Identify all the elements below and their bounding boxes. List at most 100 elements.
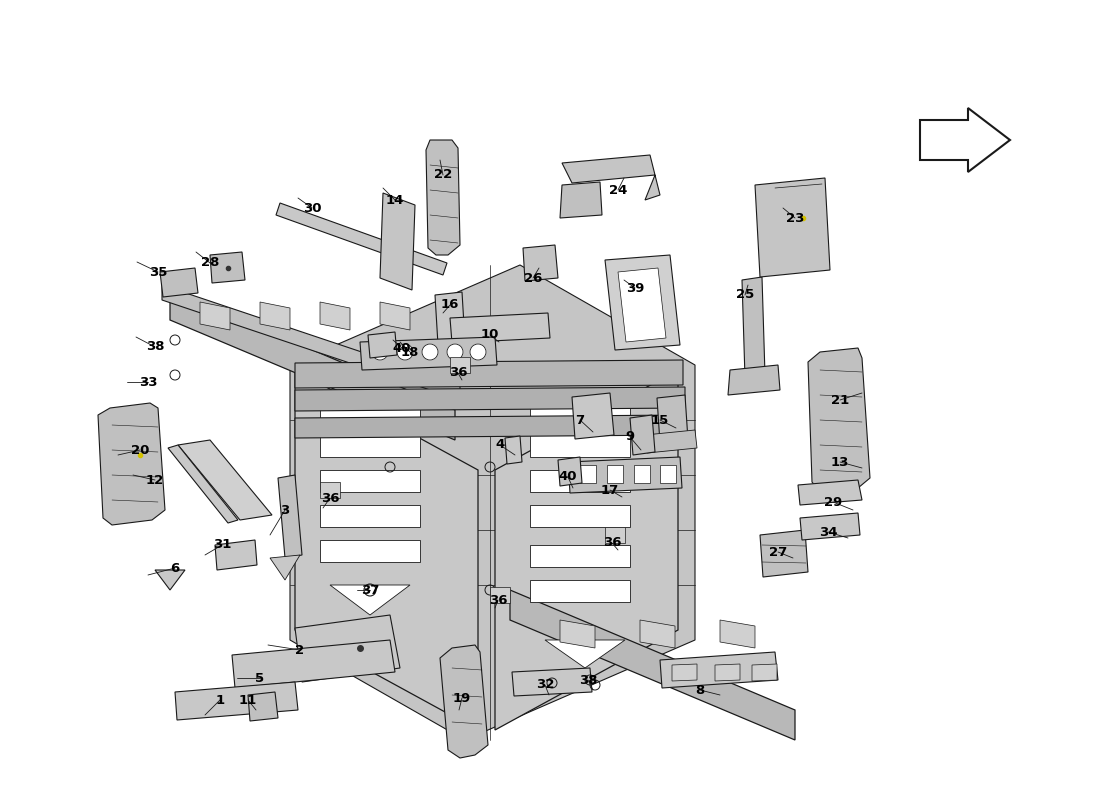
Polygon shape <box>752 664 777 681</box>
Polygon shape <box>290 265 695 740</box>
Text: 1: 1 <box>216 694 224 706</box>
Polygon shape <box>495 370 678 730</box>
Circle shape <box>422 344 438 360</box>
Text: 18: 18 <box>400 346 419 358</box>
Polygon shape <box>640 620 675 648</box>
Text: 6: 6 <box>170 562 179 574</box>
Polygon shape <box>605 255 680 350</box>
Polygon shape <box>568 457 682 493</box>
Polygon shape <box>320 435 420 457</box>
Polygon shape <box>572 393 614 439</box>
Text: 36: 36 <box>321 491 339 505</box>
Polygon shape <box>798 480 862 505</box>
Text: 28: 28 <box>201 257 219 270</box>
Text: 40: 40 <box>559 470 578 483</box>
Polygon shape <box>295 370 478 730</box>
Polygon shape <box>379 193 415 290</box>
Text: 16: 16 <box>441 298 459 311</box>
Text: 19: 19 <box>453 691 471 705</box>
Polygon shape <box>320 400 420 422</box>
Text: 35: 35 <box>148 266 167 278</box>
Text: 30: 30 <box>302 202 321 214</box>
Text: 23: 23 <box>785 211 804 225</box>
Text: 29: 29 <box>824 495 843 509</box>
Text: 7: 7 <box>575 414 584 426</box>
Polygon shape <box>440 645 488 758</box>
Text: 25: 25 <box>736 289 755 302</box>
Polygon shape <box>175 682 298 720</box>
Polygon shape <box>170 290 455 440</box>
Polygon shape <box>270 555 300 580</box>
Polygon shape <box>920 108 1010 172</box>
Text: 38: 38 <box>579 674 597 686</box>
Text: 36: 36 <box>603 537 622 550</box>
Polygon shape <box>720 620 755 648</box>
Polygon shape <box>295 387 685 411</box>
Polygon shape <box>755 178 830 277</box>
Bar <box>490 587 510 603</box>
Polygon shape <box>530 505 630 527</box>
Polygon shape <box>580 465 596 483</box>
Polygon shape <box>295 360 683 388</box>
Text: 12: 12 <box>146 474 164 486</box>
Polygon shape <box>330 585 410 615</box>
Polygon shape <box>214 540 257 570</box>
Text: 31: 31 <box>212 538 231 551</box>
Text: 26: 26 <box>524 271 542 285</box>
Polygon shape <box>544 640 625 668</box>
Polygon shape <box>560 182 602 218</box>
Polygon shape <box>618 268 666 342</box>
Polygon shape <box>530 580 630 602</box>
Polygon shape <box>278 475 303 558</box>
Text: 38: 38 <box>145 341 164 354</box>
Polygon shape <box>558 457 582 486</box>
Text: 32: 32 <box>536 678 554 691</box>
Polygon shape <box>522 245 558 281</box>
Text: 5: 5 <box>255 671 265 685</box>
Polygon shape <box>360 337 497 370</box>
Text: 21: 21 <box>830 394 849 406</box>
Polygon shape <box>368 332 397 358</box>
Text: 22: 22 <box>433 169 452 182</box>
Polygon shape <box>800 513 860 540</box>
Polygon shape <box>645 430 697 453</box>
Circle shape <box>470 344 486 360</box>
Bar <box>320 482 340 498</box>
Polygon shape <box>450 313 550 343</box>
Circle shape <box>372 344 388 360</box>
Polygon shape <box>295 615 400 682</box>
Bar <box>450 357 470 373</box>
Polygon shape <box>295 415 685 438</box>
Polygon shape <box>260 302 290 330</box>
Text: 10: 10 <box>481 329 499 342</box>
Polygon shape <box>607 465 623 483</box>
Polygon shape <box>672 664 697 681</box>
Polygon shape <box>320 302 350 330</box>
Polygon shape <box>562 155 660 200</box>
Polygon shape <box>660 652 778 688</box>
Polygon shape <box>168 445 238 523</box>
Polygon shape <box>634 465 650 483</box>
Polygon shape <box>808 348 870 492</box>
Polygon shape <box>512 668 592 696</box>
Text: 13: 13 <box>830 455 849 469</box>
Polygon shape <box>630 415 654 455</box>
Text: 40: 40 <box>393 342 411 354</box>
Polygon shape <box>728 365 780 395</box>
Text: 24: 24 <box>608 183 627 197</box>
Text: 4: 4 <box>495 438 505 451</box>
Polygon shape <box>178 440 272 520</box>
Polygon shape <box>715 664 740 681</box>
Text: 37: 37 <box>361 583 379 597</box>
Text: 33: 33 <box>139 375 157 389</box>
Text: 8: 8 <box>695 683 705 697</box>
Polygon shape <box>530 470 630 492</box>
Polygon shape <box>560 620 595 648</box>
Polygon shape <box>320 470 420 492</box>
Polygon shape <box>505 436 522 464</box>
Text: 9: 9 <box>626 430 635 443</box>
Text: 36: 36 <box>488 594 507 606</box>
Polygon shape <box>248 692 278 721</box>
Polygon shape <box>232 640 395 688</box>
Polygon shape <box>98 403 165 525</box>
